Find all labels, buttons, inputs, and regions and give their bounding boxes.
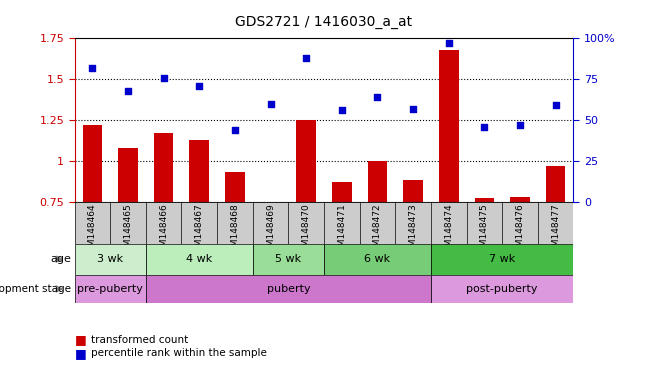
- Bar: [474, 199, 494, 202]
- Bar: [324, 244, 431, 275]
- Text: puberty: puberty: [266, 284, 310, 294]
- Bar: [546, 166, 566, 202]
- Point: [265, 101, 275, 107]
- Text: GSM148473: GSM148473: [409, 204, 417, 258]
- Text: GSM148475: GSM148475: [480, 204, 489, 258]
- Text: GSM148466: GSM148466: [159, 204, 168, 258]
- Bar: [296, 120, 316, 202]
- Bar: [189, 140, 209, 202]
- Text: age: age: [51, 254, 71, 264]
- Bar: [154, 133, 174, 202]
- Text: development stage: development stage: [0, 284, 71, 294]
- Text: 4 wk: 4 wk: [186, 254, 213, 264]
- Point: [443, 40, 454, 46]
- Bar: [431, 275, 573, 303]
- Text: GSM148465: GSM148465: [124, 204, 132, 258]
- Bar: [75, 275, 146, 303]
- Point: [229, 127, 240, 133]
- Text: GSM148469: GSM148469: [266, 204, 275, 258]
- Bar: [439, 50, 459, 202]
- Text: transformed count: transformed count: [91, 335, 188, 345]
- Text: GSM148468: GSM148468: [231, 204, 239, 258]
- Point: [337, 107, 347, 113]
- Text: 6 wk: 6 wk: [364, 254, 391, 264]
- Point: [372, 94, 382, 100]
- Point: [515, 122, 525, 128]
- Text: GSM148467: GSM148467: [195, 204, 203, 258]
- Text: 5 wk: 5 wk: [275, 254, 301, 264]
- Point: [158, 74, 168, 81]
- Point: [87, 65, 97, 71]
- Bar: [146, 275, 431, 303]
- Point: [301, 55, 311, 61]
- Text: GSM148474: GSM148474: [445, 204, 453, 258]
- Bar: [118, 148, 138, 202]
- Point: [408, 106, 419, 112]
- Bar: [431, 244, 573, 275]
- Text: percentile rank within the sample: percentile rank within the sample: [91, 348, 266, 358]
- Bar: [146, 244, 253, 275]
- Bar: [75, 244, 146, 275]
- Bar: [510, 197, 530, 202]
- Text: pre-puberty: pre-puberty: [77, 284, 143, 294]
- Text: ■: ■: [75, 333, 86, 346]
- Bar: [82, 125, 102, 202]
- Bar: [253, 244, 324, 275]
- Text: post-puberty: post-puberty: [467, 284, 538, 294]
- Bar: [367, 161, 388, 202]
- Bar: [225, 172, 245, 202]
- Text: GSM148472: GSM148472: [373, 204, 382, 258]
- Point: [479, 124, 490, 130]
- Point: [550, 102, 561, 108]
- Text: GSM148477: GSM148477: [551, 204, 560, 258]
- Point: [194, 83, 205, 89]
- Text: 7 wk: 7 wk: [489, 254, 515, 264]
- Bar: [332, 182, 352, 202]
- Bar: [403, 180, 423, 202]
- Text: GSM148471: GSM148471: [338, 204, 346, 258]
- Text: GSM148464: GSM148464: [88, 204, 97, 258]
- Text: 3 wk: 3 wk: [97, 254, 123, 264]
- Text: GSM148470: GSM148470: [302, 204, 310, 258]
- Point: [123, 88, 133, 94]
- Text: GSM148476: GSM148476: [516, 204, 524, 258]
- Text: GDS2721 / 1416030_a_at: GDS2721 / 1416030_a_at: [235, 15, 413, 29]
- Text: ■: ■: [75, 347, 86, 360]
